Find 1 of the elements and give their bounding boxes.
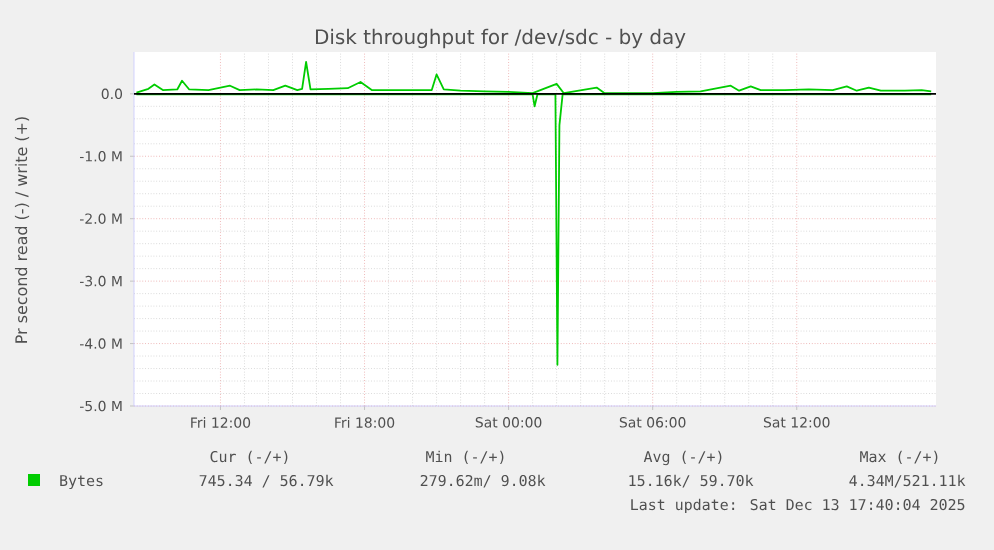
chart-title: Disk throughput for /dev/sdc - by day — [315, 28, 686, 49]
